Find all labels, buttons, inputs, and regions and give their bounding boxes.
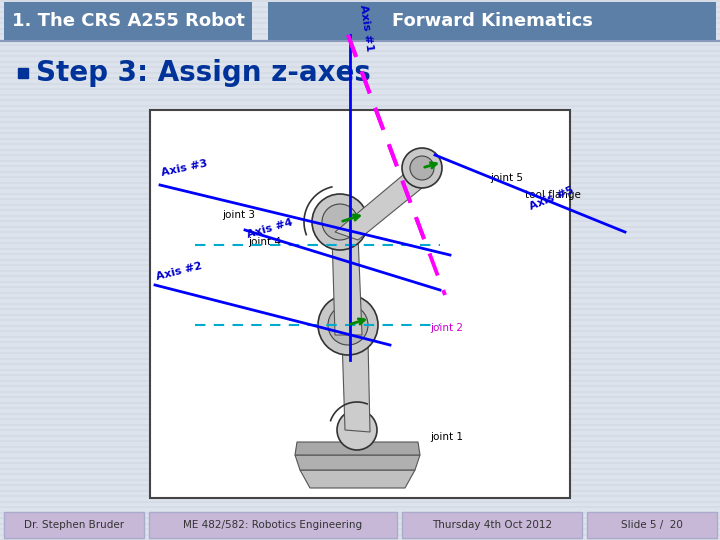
Circle shape	[328, 305, 368, 345]
Text: Dr. Stephen Bruder: Dr. Stephen Bruder	[24, 520, 124, 530]
Text: Step 3: Assign z-axes: Step 3: Assign z-axes	[36, 59, 371, 87]
Text: Axis #4: Axis #4	[246, 218, 294, 240]
Text: 1. The CRS A255 Robot: 1. The CRS A255 Robot	[12, 12, 245, 30]
Polygon shape	[300, 470, 415, 488]
Text: tool flange: tool flange	[525, 190, 581, 200]
Text: joint 3: joint 3	[222, 210, 255, 220]
FancyBboxPatch shape	[4, 512, 144, 538]
Text: Slide 5 /  20: Slide 5 / 20	[621, 520, 683, 530]
Polygon shape	[332, 235, 362, 335]
Text: joint 4: joint 4	[248, 237, 281, 247]
Circle shape	[318, 295, 378, 355]
Circle shape	[402, 148, 442, 188]
Circle shape	[312, 194, 368, 250]
Text: Axis #2: Axis #2	[155, 261, 203, 282]
FancyBboxPatch shape	[4, 2, 252, 40]
Text: joint 1: joint 1	[430, 432, 463, 442]
Text: Axis #1: Axis #1	[358, 4, 374, 52]
Bar	[150, 110, 570, 498]
Text: Axis #5: Axis #5	[528, 185, 575, 212]
FancyBboxPatch shape	[149, 512, 397, 538]
Text: joint 5: joint 5	[490, 173, 523, 183]
Polygon shape	[295, 442, 420, 455]
Polygon shape	[335, 165, 438, 240]
Text: Thursday 4th Oct 2012: Thursday 4th Oct 2012	[432, 520, 552, 530]
FancyBboxPatch shape	[402, 512, 582, 538]
Circle shape	[337, 410, 377, 450]
Text: ME 482/582: Robotics Engineering: ME 482/582: Robotics Engineering	[184, 520, 363, 530]
Text: Axis #3: Axis #3	[160, 158, 208, 178]
Circle shape	[322, 204, 358, 240]
Text: joint 2: joint 2	[430, 323, 463, 333]
Polygon shape	[342, 338, 370, 432]
Circle shape	[410, 156, 434, 180]
FancyBboxPatch shape	[587, 512, 717, 538]
FancyBboxPatch shape	[268, 2, 716, 40]
Bar	[18, 68, 28, 78]
Polygon shape	[295, 455, 420, 470]
Text: Forward Kinematics: Forward Kinematics	[392, 12, 593, 30]
